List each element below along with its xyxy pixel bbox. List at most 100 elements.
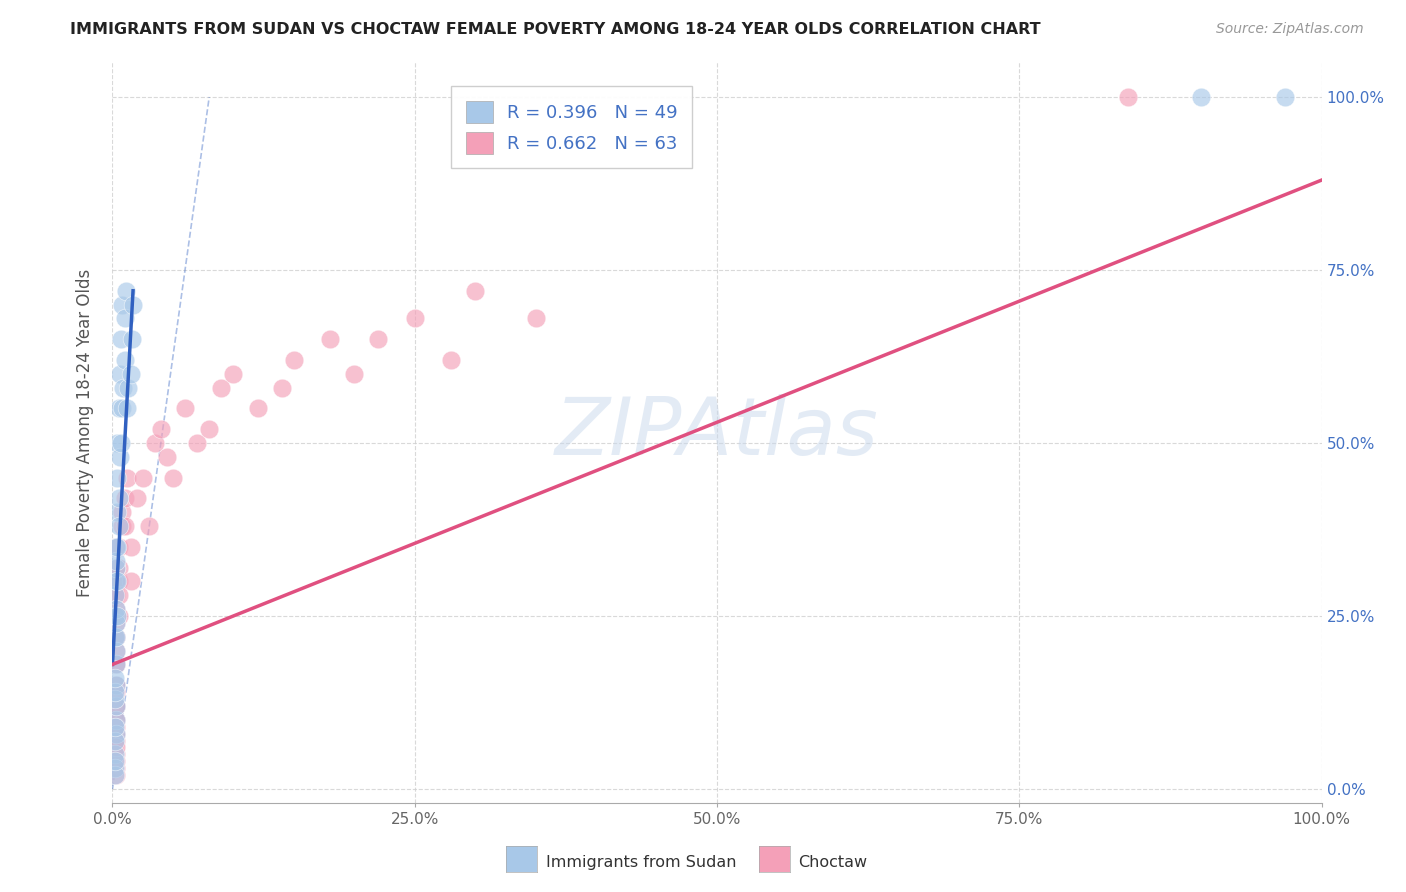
Point (105, 685, 128, 699)
Text: IMMIGRANTS FROM SUDAN VS CHOCTAW FEMALE POVERTY AMONG 18-24 YEAR OLDS CORRELATIO: IMMIGRANTS FROM SUDAN VS CHOCTAW FEMALE … (70, 22, 1040, 37)
Point (104, 671, 127, 685)
Point (105, 726, 128, 740)
Point (108, 367, 131, 381)
Point (107, 401, 129, 416)
Point (105, 630, 128, 644)
Point (104, 692, 127, 706)
Text: Choctaw: Choctaw (799, 855, 868, 870)
Point (105, 602, 128, 616)
Point (104, 768, 127, 782)
Point (104, 733, 127, 747)
Point (270, 381, 292, 395)
Point (104, 685, 127, 699)
Point (105, 560, 128, 574)
Point (367, 332, 389, 346)
Point (105, 470, 128, 484)
Point (105, 657, 128, 672)
Point (105, 588, 128, 602)
Point (105, 713, 128, 727)
Point (404, 311, 426, 326)
Point (138, 519, 160, 533)
Point (104, 630, 127, 644)
Point (162, 470, 184, 484)
Point (105, 657, 128, 672)
Point (105, 643, 128, 657)
Point (105, 747, 128, 762)
Point (112, 381, 135, 395)
Point (105, 574, 128, 589)
Point (105, 768, 128, 782)
Text: Source: ZipAtlas.com: Source: ZipAtlas.com (1216, 22, 1364, 37)
Legend: R = 0.396   N = 49, R = 0.662   N = 63: R = 0.396 N = 49, R = 0.662 N = 63 (451, 87, 693, 169)
Point (105, 698, 128, 713)
Point (105, 678, 128, 692)
Point (105, 560, 128, 574)
Point (111, 297, 134, 311)
Point (105, 761, 128, 775)
Point (122, 297, 145, 311)
Point (105, 602, 128, 616)
Point (121, 332, 143, 346)
Point (120, 540, 142, 554)
Point (1274, 90, 1296, 104)
Point (105, 657, 128, 672)
Point (1189, 90, 1212, 104)
Point (105, 630, 128, 644)
Point (111, 505, 134, 519)
Point (105, 754, 128, 768)
Point (105, 609, 128, 624)
Point (105, 574, 128, 589)
Y-axis label: Female Poverty Among 18-24 Year Olds: Female Poverty Among 18-24 Year Olds (76, 268, 94, 597)
Point (174, 401, 197, 416)
Point (105, 540, 128, 554)
Point (105, 540, 128, 554)
Point (104, 747, 127, 762)
Point (105, 505, 128, 519)
Point (105, 678, 128, 692)
Point (115, 470, 138, 484)
Point (105, 733, 128, 747)
Point (108, 450, 131, 464)
Point (524, 311, 547, 326)
Point (114, 311, 136, 326)
Point (283, 353, 305, 368)
Point (440, 353, 463, 368)
Point (105, 726, 128, 740)
Point (105, 740, 128, 755)
Point (114, 519, 136, 533)
Point (319, 332, 342, 346)
Point (464, 284, 486, 298)
Point (117, 381, 139, 395)
Point (125, 491, 148, 506)
Point (120, 574, 142, 589)
Point (105, 698, 128, 713)
Point (110, 332, 132, 346)
Point (105, 609, 128, 624)
Point (246, 401, 269, 416)
Point (222, 367, 245, 381)
Point (104, 609, 127, 624)
Point (114, 284, 136, 298)
Point (107, 560, 129, 574)
Point (105, 574, 128, 589)
Point (186, 436, 208, 450)
Point (104, 754, 127, 768)
Point (114, 491, 136, 506)
Point (115, 401, 138, 416)
Text: ZIPAtlas: ZIPAtlas (555, 393, 879, 472)
Point (105, 554, 128, 568)
Point (149, 422, 172, 436)
Point (120, 367, 142, 381)
Point (105, 726, 128, 740)
Point (105, 615, 128, 630)
Point (105, 436, 128, 450)
Point (105, 713, 128, 727)
Point (105, 643, 128, 657)
Point (104, 588, 127, 602)
Point (105, 698, 128, 713)
Point (104, 761, 127, 775)
Point (111, 519, 134, 533)
Point (111, 401, 134, 416)
Point (107, 519, 129, 533)
Point (105, 678, 128, 692)
